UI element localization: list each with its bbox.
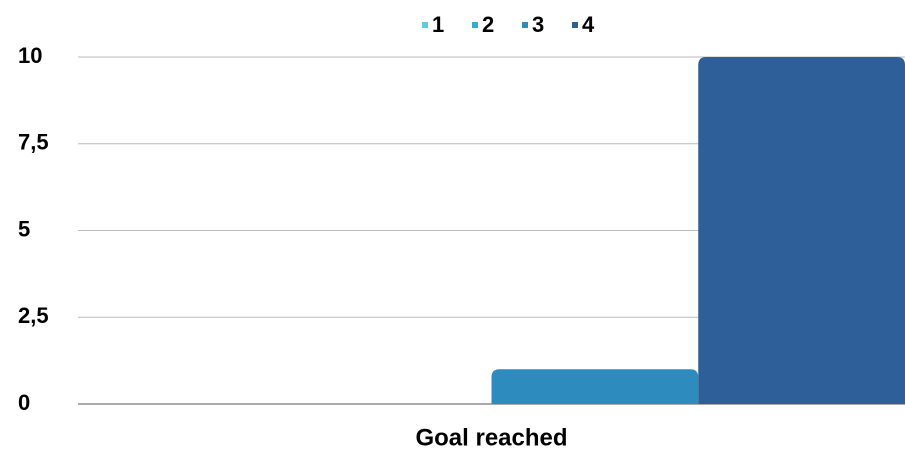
legend-swatch: [572, 22, 578, 28]
legend-label: 3: [532, 12, 544, 37]
y-tick-label: 2,5: [18, 303, 49, 328]
y-tick-label: 5: [18, 216, 30, 241]
bar: [698, 57, 905, 404]
legend-swatch: [522, 22, 528, 28]
legend-label: 2: [482, 12, 494, 37]
y-tick-label: 7,5: [18, 130, 49, 155]
legend-swatch: [422, 22, 428, 28]
bar: [491, 369, 699, 404]
legend-label: 4: [582, 12, 595, 37]
y-tick-label: 0: [18, 390, 30, 415]
legend-label: 1: [432, 12, 444, 37]
legend-swatch: [472, 22, 478, 28]
x-tick-label: Goal reached: [415, 424, 567, 451]
y-tick-label: 10: [18, 43, 42, 68]
